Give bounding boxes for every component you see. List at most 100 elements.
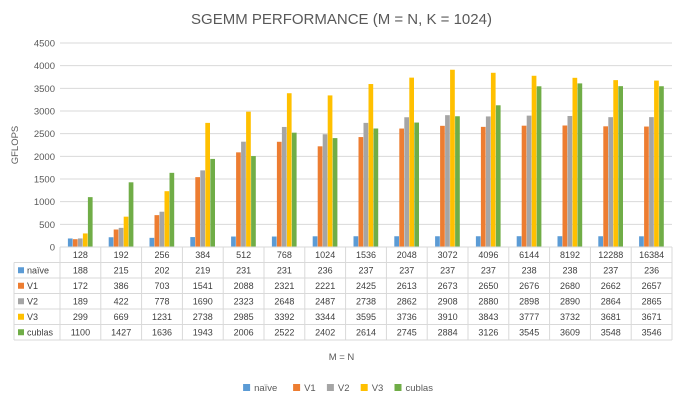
table-series-label: V3 <box>27 312 38 322</box>
x-tick-label: 1536 <box>356 250 376 260</box>
table-value: 2890 <box>560 297 580 307</box>
bar-V2-8192 <box>567 115 573 247</box>
x-tick-label: 1024 <box>315 250 335 260</box>
bar-cublas-384 <box>210 158 215 247</box>
table-value: 3843 <box>478 312 498 322</box>
y-tick-label: 3000 <box>34 107 55 118</box>
bar-V2-256 <box>159 211 165 247</box>
table-series-label: naïve <box>27 266 49 276</box>
legend-swatch <box>243 384 251 391</box>
x-tick-label: 192 <box>114 250 129 260</box>
bar-V1-8192 <box>562 125 568 247</box>
table-series-label: V1 <box>27 281 38 291</box>
bar-naïve-768 <box>271 236 277 247</box>
table-value: 1636 <box>152 328 172 338</box>
bar-V3-8192 <box>572 77 578 247</box>
bar-V2-384 <box>200 170 205 247</box>
bar-V1-2048 <box>399 128 404 247</box>
table-legend-key <box>18 267 24 274</box>
bar-V1-192 <box>113 229 119 247</box>
table-value: 3671 <box>642 312 662 322</box>
y-tick-label: 4500 <box>34 39 55 50</box>
table-value: 299 <box>73 312 88 322</box>
table-value: 2323 <box>234 297 254 307</box>
table-value: 2738 <box>356 297 376 307</box>
table-value: 2402 <box>315 328 335 338</box>
table-value: 2006 <box>234 328 254 338</box>
y-tick-labels: 0 500 1000 1500 2000 2500 3000 3500 4000 4500 <box>34 39 55 254</box>
bar-cublas-2048 <box>414 122 419 247</box>
bar-V2-128 <box>77 238 83 247</box>
bar-V1-1024 <box>317 146 323 247</box>
table-series-label: V2 <box>27 297 38 307</box>
y-axis-label: GFLOPS <box>10 126 21 165</box>
table-value: 2884 <box>438 328 458 338</box>
x-tick-label: 8192 <box>560 250 580 260</box>
bar-V3-4096 <box>490 72 496 247</box>
y-tick-label: 1000 <box>34 197 55 208</box>
table-value: 3392 <box>274 312 294 322</box>
bar-naïve-16384 <box>639 236 644 247</box>
table-value: 3732 <box>560 312 580 322</box>
bar-V2-4096 <box>485 116 491 247</box>
table-value: 2738 <box>193 312 213 322</box>
table-value: 1100 <box>71 328 90 338</box>
table-value: 2321 <box>274 281 294 291</box>
x-tick-label: 4096 <box>478 250 498 260</box>
bar-V1-128 <box>72 239 78 247</box>
legend-item-naïve: naïve <box>243 383 277 394</box>
table-value: 2880 <box>478 297 498 307</box>
table-value: 231 <box>236 266 251 276</box>
bar-V3-384 <box>205 122 210 247</box>
bar-cublas-3072 <box>455 116 460 247</box>
table-value: 1541 <box>193 281 213 291</box>
bar-V1-12288 <box>603 126 608 247</box>
table-value: 238 <box>562 266 577 276</box>
bar-cublas-192 <box>128 182 134 247</box>
bar-V1-768 <box>276 141 282 247</box>
table-value: 189 <box>73 297 88 307</box>
x-axis-label: M = N <box>329 352 355 363</box>
table-value: 3777 <box>519 312 539 322</box>
table-value: 3344 <box>315 312 335 322</box>
legend-label: cublas <box>406 383 434 394</box>
bar-V1-256 <box>154 215 160 247</box>
x-tick-label: 768 <box>277 250 292 260</box>
bar-naïve-3072 <box>435 236 440 247</box>
bar-V3-3072 <box>450 69 455 247</box>
bar-V1-1536 <box>358 137 364 247</box>
x-tick-label: 12288 <box>598 250 623 260</box>
bar-cublas-768 <box>291 132 297 247</box>
table-value: 3546 <box>642 328 662 338</box>
table-value: 237 <box>440 266 455 276</box>
bar-cublas-4096 <box>495 105 501 248</box>
table-value: 2745 <box>397 328 417 338</box>
x-tick-label: 512 <box>236 250 251 260</box>
table-value: 237 <box>481 266 496 276</box>
bar-V3-1536 <box>368 84 374 247</box>
table-value: 1231 <box>152 312 172 322</box>
bars <box>67 69 664 248</box>
legend-label: V2 <box>338 383 350 394</box>
y-tick-label: 500 <box>39 220 55 231</box>
bar-cublas-256 <box>169 172 175 247</box>
bar-V2-1024 <box>322 134 328 247</box>
bar-naïve-192 <box>108 237 114 247</box>
table-value: 238 <box>522 266 537 276</box>
bar-V1-3072 <box>440 125 445 247</box>
table-legend-key <box>18 313 24 320</box>
table-value: 2614 <box>356 328 376 338</box>
data-table: 128 192 256 384 512 768 1024 1536 2048 3072 4096 61… <box>13 246 673 341</box>
table-value: 2680 <box>560 281 580 291</box>
bar-cublas-512 <box>251 156 256 247</box>
y-tick-label: 0 <box>50 243 55 254</box>
x-tick-label: 6144 <box>519 250 539 260</box>
x-tick-label: 128 <box>73 250 88 260</box>
table-value: 778 <box>154 297 169 307</box>
table-value: 669 <box>114 312 129 322</box>
bar-V2-2048 <box>404 117 409 247</box>
table-value: 2862 <box>397 297 417 307</box>
legend-item-V1: V1 <box>293 383 316 394</box>
bar-V2-12288 <box>608 117 613 247</box>
